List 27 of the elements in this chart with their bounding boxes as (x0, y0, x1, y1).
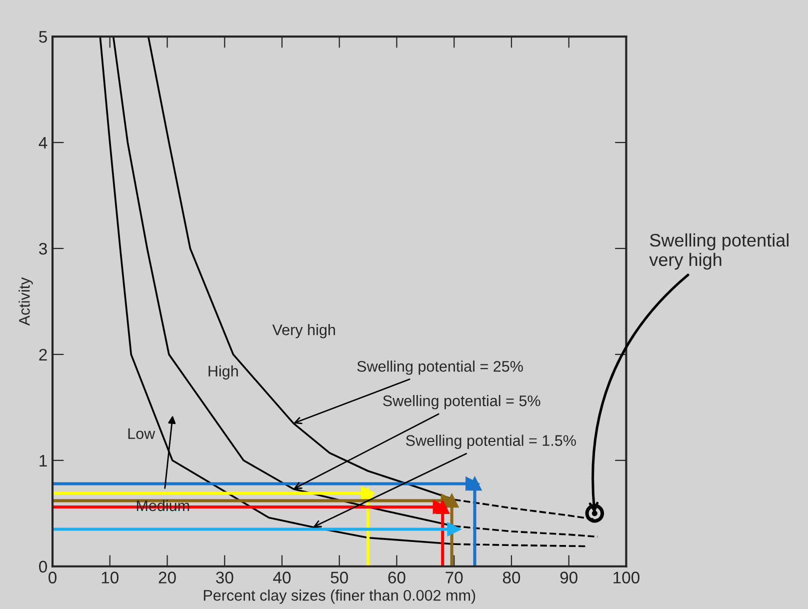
annotation: High (208, 365, 238, 380)
y-tick-label: 2 (39, 348, 47, 360)
x-tick-label: 10 (102, 572, 119, 584)
x-tick-label: 30 (216, 572, 234, 584)
annotation: Swelling potential = 5% (383, 395, 540, 410)
x-tick-label: 70 (446, 572, 463, 584)
x-tick-label: 80 (502, 572, 520, 584)
x-tick-label: 50 (330, 572, 348, 584)
annotation: Swelling potential = 1.5% (406, 434, 576, 449)
annotation: Swelling potential = 25% (357, 360, 523, 375)
y-tick-label: 4 (38, 137, 48, 149)
annotation: Swelling potential very high (649, 233, 788, 270)
x-tick-label: 60 (388, 572, 406, 584)
y-axis-title: Activity (18, 277, 33, 326)
y-tick-label: 1 (40, 454, 47, 466)
y-tick-label: 3 (39, 242, 47, 255)
y-tick-label: 0 (39, 560, 48, 573)
annotation: Medium (136, 500, 190, 512)
x-tick-label: 40 (273, 572, 291, 584)
x-tick-label: 20 (158, 572, 176, 584)
x-axis-title: Percent clay sizes (finer than 0.002 mm) (204, 590, 476, 604)
x-tick-label: 0 (48, 572, 57, 584)
annotation: Low (128, 428, 156, 440)
annotation: Very high (272, 324, 335, 338)
y-tick-label: 5 (39, 31, 47, 43)
x-tick-label: 100 (614, 572, 640, 584)
x-tick-label: 90 (560, 572, 578, 584)
